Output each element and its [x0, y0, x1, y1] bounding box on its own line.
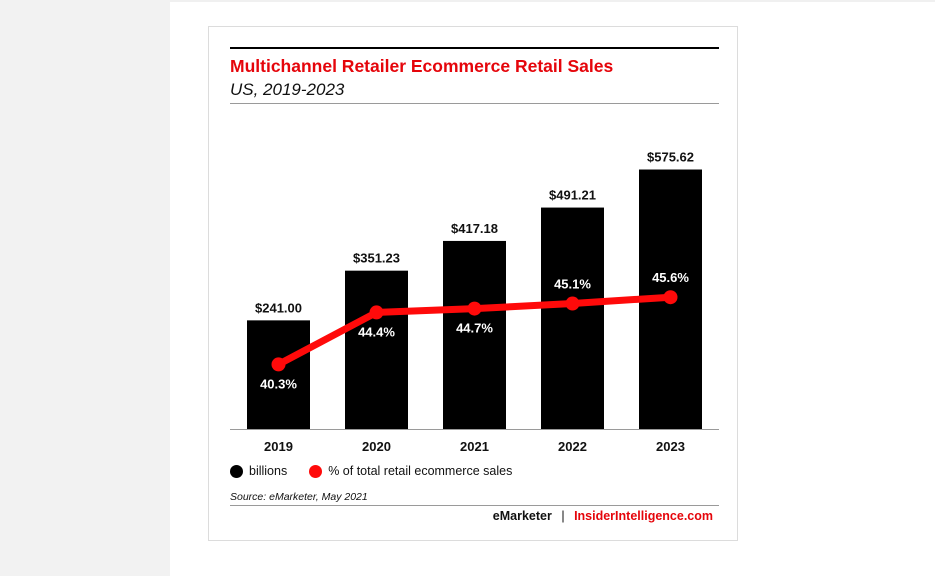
bar-value-label-2021: $417.18	[451, 221, 498, 236]
bar-2021	[443, 240, 506, 429]
bar-2020	[345, 270, 408, 429]
share-point-2023	[663, 290, 678, 305]
share-label-2021: 44.7%	[456, 321, 493, 336]
x-tick-label-2021: 2021	[460, 439, 489, 454]
share-point-2022	[565, 296, 580, 311]
legend-label-billions: billions	[249, 464, 288, 478]
chart-subtitle: US, 2019-2023	[230, 80, 345, 99]
share-point-2020	[369, 305, 384, 320]
bar-2022	[541, 207, 604, 429]
footer-rule	[230, 505, 719, 506]
source-note: Source: eMarketer, May 2021	[230, 491, 368, 503]
share-label-2023: 45.6%	[652, 270, 689, 285]
page-top-strip	[170, 0, 935, 2]
legend-swatch-bar	[230, 464, 243, 478]
bar-line-chart: $241.00 2019 $351.23 2020 $417.18 2021 $491.21…	[230, 150, 719, 454]
bar-2019	[247, 320, 310, 429]
subtitle-rule	[230, 103, 719, 104]
chart-legend: billions % of total retail ecommerce sal…	[230, 463, 534, 479]
share-label-2022: 45.1%	[554, 277, 591, 292]
chart-title: Multichannel Retailer Ecommerce Retail S…	[230, 56, 614, 76]
share-point-2019	[271, 357, 286, 372]
title-top-rule	[230, 47, 719, 49]
footer-brand: eMarketer	[492, 509, 552, 523]
bar-value-label-2020: $351.23	[353, 251, 400, 266]
chart-card: Multichannel Retailer Ecommerce Retail S…	[208, 26, 738, 541]
bar-value-label-2022: $491.21	[549, 188, 596, 203]
page-left-gutter	[0, 0, 170, 576]
legend-item-billions: billions	[230, 464, 287, 478]
share-point-2021	[467, 301, 482, 316]
x-tick-label-2020: 2020	[362, 439, 391, 454]
footer-branding: eMarketer | InsiderIntelligence.com	[493, 509, 713, 523]
bar-value-label-2023: $575.62	[647, 150, 694, 165]
legend-label-share: % of total retail ecommerce sales	[328, 464, 513, 478]
share-label-2020: 44.4%	[358, 324, 395, 339]
x-tick-label-2023: 2023	[656, 439, 685, 454]
x-tick-label-2022: 2022	[558, 439, 587, 454]
footer-site-link[interactable]: InsiderIntelligence.com	[574, 509, 713, 523]
share-label-2019: 40.3%	[260, 376, 297, 391]
legend-item-share: % of total retail ecommerce sales	[309, 464, 512, 478]
bar-value-label-2019: $241.00	[255, 300, 302, 315]
legend-swatch-line	[309, 464, 323, 478]
x-tick-label-2019: 2019	[264, 439, 293, 454]
footer-separator: |	[561, 509, 565, 523]
